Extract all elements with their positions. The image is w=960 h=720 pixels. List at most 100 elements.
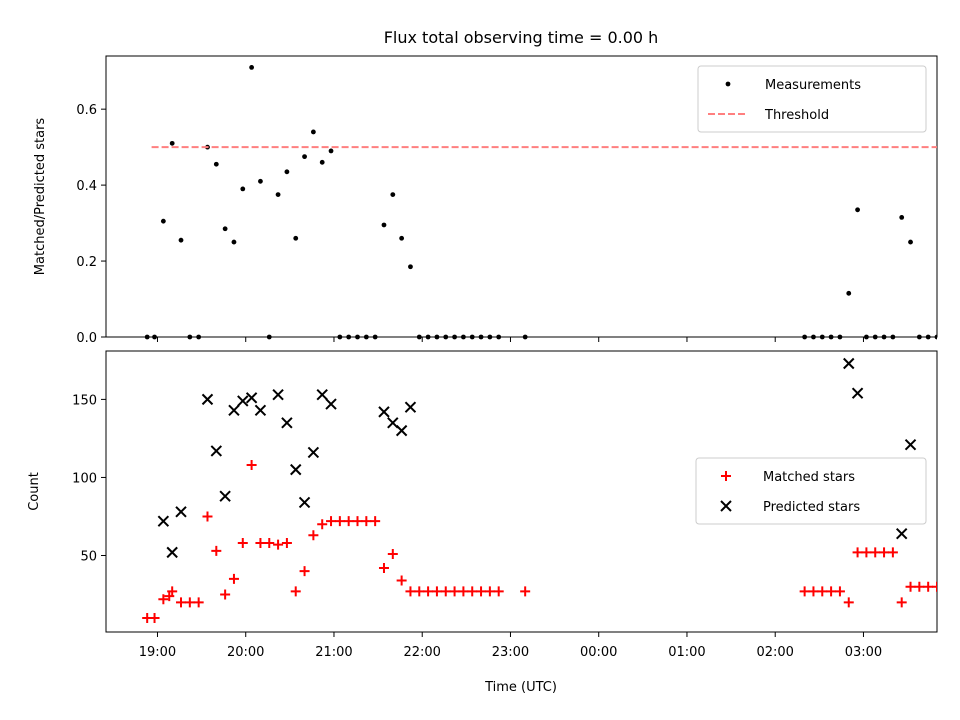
measurements-point bbox=[240, 186, 246, 192]
y-tick-label: 0.4 bbox=[76, 179, 97, 194]
measurements-point bbox=[899, 214, 905, 220]
measurements-point bbox=[213, 161, 219, 167]
predicted-stars-point bbox=[228, 404, 240, 417]
x-tick-label: 19:00 bbox=[139, 645, 176, 660]
measurements-point bbox=[925, 334, 931, 340]
matched-stars-point bbox=[290, 586, 301, 597]
matched-stars-point bbox=[176, 597, 187, 608]
matched-stars-point bbox=[941, 582, 951, 592]
star-count-panel: 19:00 20:00 21:00 22:00 23:00 00:00 01:00 02:00… bbox=[27, 350, 960, 660]
matched-stars-point bbox=[158, 594, 169, 605]
measurements-point bbox=[802, 334, 808, 340]
matched-stars-point bbox=[334, 516, 345, 527]
measurements-point bbox=[811, 334, 816, 340]
predicted-stars-point bbox=[298, 496, 311, 509]
predicted-stars-point bbox=[316, 389, 328, 401]
chart-title: Flux total observing time = 0.00 h bbox=[384, 28, 659, 47]
measurements-point bbox=[908, 239, 913, 245]
predicted-stars-point bbox=[272, 389, 284, 401]
measurements-point bbox=[196, 334, 202, 340]
matched-stars-point bbox=[396, 575, 407, 586]
measurements-point bbox=[952, 335, 957, 340]
matched-stars-point bbox=[870, 547, 881, 558]
measurements-point bbox=[399, 235, 405, 241]
x-axis-label: Time (UTC) bbox=[484, 680, 557, 695]
y-tick-label: 0.6 bbox=[76, 103, 97, 118]
x-tick-label: 00:00 bbox=[580, 645, 617, 660]
predicted-stars-point bbox=[307, 446, 320, 459]
measurements-point bbox=[310, 129, 316, 135]
matched-stars-point bbox=[843, 597, 854, 608]
measurements-point bbox=[381, 222, 387, 228]
matched-stars-point bbox=[378, 562, 389, 573]
matched-stars-point bbox=[914, 581, 925, 592]
matched-stars-point bbox=[414, 586, 425, 597]
matched-stars-point bbox=[273, 539, 284, 550]
matched-stars-point bbox=[255, 538, 266, 549]
x-tick-label: 20:00 bbox=[227, 645, 264, 660]
y-axis-label: Matched/Predicted stars bbox=[33, 118, 48, 276]
predicted-stars-point bbox=[404, 401, 417, 413]
measurements-point bbox=[222, 226, 228, 232]
y-axis-label: Count bbox=[27, 472, 42, 511]
legend-label-predicted-stars: Predicted stars bbox=[763, 500, 860, 515]
legend: Matched stars Predicted stars bbox=[695, 457, 927, 525]
matched-stars-point bbox=[826, 586, 837, 597]
measurements-point bbox=[337, 334, 343, 340]
matched-stars-point bbox=[476, 586, 487, 597]
predicted-stars-point bbox=[281, 417, 293, 429]
matched-stars-point bbox=[299, 566, 310, 577]
measurements-point bbox=[390, 192, 396, 198]
x-tick-label: 03:00 bbox=[845, 645, 882, 660]
x-tick-label: 23:00 bbox=[492, 645, 529, 660]
measurements-point bbox=[363, 334, 369, 340]
matched-stars-point bbox=[440, 586, 451, 597]
y-tick-label: 150 bbox=[72, 393, 97, 408]
matched-stars-point bbox=[879, 547, 890, 558]
measurements-point bbox=[416, 334, 422, 340]
measurements-point bbox=[160, 218, 166, 224]
matched-stars-point bbox=[861, 547, 872, 558]
matched-stars-point bbox=[834, 586, 845, 597]
measurements-point bbox=[408, 264, 413, 270]
measurements-point bbox=[425, 334, 431, 340]
measurements-point bbox=[478, 334, 484, 340]
measurements-point bbox=[434, 334, 440, 340]
matched-stars-point bbox=[343, 516, 354, 527]
predicted-stars-point bbox=[237, 395, 249, 407]
y-tick-label: 0.0 bbox=[76, 331, 97, 346]
measurements-point bbox=[152, 334, 157, 340]
matched-stars-point bbox=[184, 597, 195, 608]
measurements-point bbox=[346, 334, 352, 340]
predicted-stars-point bbox=[157, 515, 170, 527]
legend-label-matched-stars: Matched stars bbox=[763, 470, 855, 485]
legend-swatch-matched-stars bbox=[721, 471, 731, 481]
measurements-point bbox=[302, 154, 307, 160]
matched-stars-point bbox=[493, 586, 504, 597]
measurements-point bbox=[452, 334, 457, 340]
legend-swatch-measurements bbox=[725, 81, 731, 87]
measurements-point bbox=[355, 334, 360, 340]
matched-stars-point bbox=[799, 586, 810, 597]
axes-frame bbox=[105, 350, 938, 633]
matched-stars-point bbox=[281, 538, 292, 549]
legend-label-measurements: Measurements bbox=[765, 78, 861, 93]
flux-ratio-panel: 0.0 0.2 0.4 0.6 Matched/Predicted stars Measu… bbox=[33, 55, 957, 346]
matched-stars-point bbox=[950, 582, 960, 592]
predicted-stars-point bbox=[201, 393, 214, 406]
axes-frame bbox=[105, 55, 938, 338]
measurements-point bbox=[837, 334, 843, 340]
predicted-stars-point bbox=[210, 445, 223, 457]
measurements-point bbox=[293, 235, 299, 241]
predicted-stars-point bbox=[395, 424, 408, 437]
x-tick-label: 02:00 bbox=[756, 645, 793, 660]
measurements-point bbox=[328, 148, 334, 154]
matched-stars-point bbox=[458, 586, 469, 597]
matched-stars-point bbox=[852, 547, 863, 558]
measurements-point bbox=[144, 334, 150, 340]
matched-stars-point bbox=[370, 516, 381, 527]
matched-stars-point bbox=[431, 586, 442, 597]
predicted-stars-point bbox=[245, 392, 258, 404]
matched-stars-point bbox=[817, 586, 828, 597]
measurements-point bbox=[319, 159, 325, 165]
